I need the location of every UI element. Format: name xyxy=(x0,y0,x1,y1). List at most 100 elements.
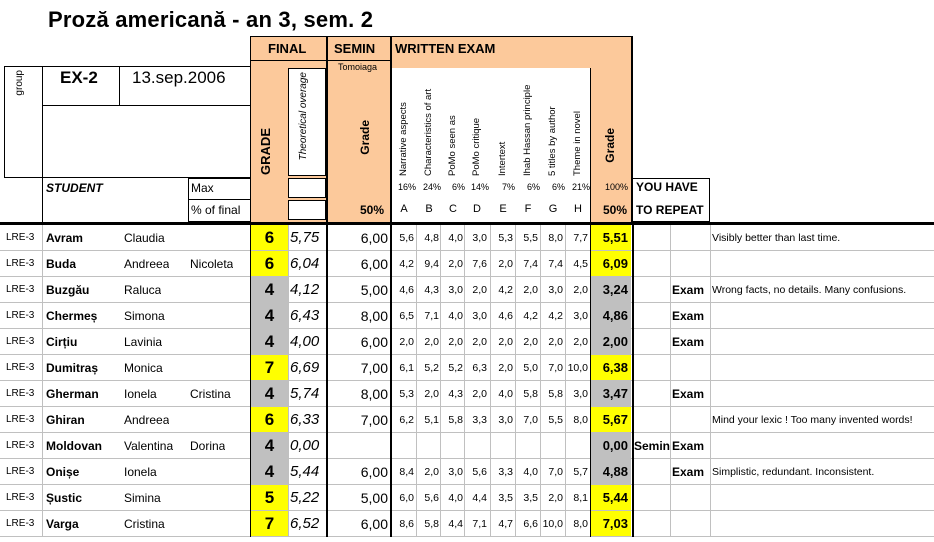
criterion-label: Intertext xyxy=(497,141,508,176)
written-grade-cell: 7,03 xyxy=(591,511,631,536)
semin-grade-cell: 6,00 xyxy=(360,464,388,480)
criterion-score-cell: 3,0 xyxy=(573,310,588,322)
column-gridline xyxy=(710,485,711,511)
criterion-score-cell: 10,0 xyxy=(567,362,588,374)
row-gridline xyxy=(0,536,934,537)
criterion-score-cell: 4,4 xyxy=(472,492,487,504)
repeat-exam-cell: Exam xyxy=(672,387,705,401)
criterion-score-cell: 4,5 xyxy=(573,258,588,270)
date-box xyxy=(120,66,250,106)
repeat-line2: TO REPEAT xyxy=(636,203,704,217)
criterion-score-cell: 7,4 xyxy=(548,258,563,270)
criterion-score-cell: 3,5 xyxy=(498,492,513,504)
table-row[interactable]: LRE-3 Dumitraș Monica 7 6,69 7,00 6,1 5,2 5,2 6,3… xyxy=(0,355,934,381)
column-gridline xyxy=(590,329,591,355)
column-gridline xyxy=(42,277,43,303)
written-grade-cell: 2,00 xyxy=(591,329,631,354)
table-row[interactable]: LRE-3 Șustic Simina 5 5,22 5,00 6,0 5,6 4,0 4,4 3,… xyxy=(0,485,934,511)
theoretical-cell: 6,43 xyxy=(290,307,320,324)
column-gridline xyxy=(464,485,465,511)
first-name-cell: Simina xyxy=(124,491,161,505)
column-gridline xyxy=(540,407,541,433)
column-gridline xyxy=(288,355,289,381)
middle-name-cell: Dorina xyxy=(190,439,226,453)
column-gridline xyxy=(710,511,711,537)
max-label: Max xyxy=(191,181,214,195)
criterion-score-cell: 3,0 xyxy=(448,284,463,296)
column-gridline xyxy=(288,251,289,277)
table-row[interactable]: LRE-3 Cirțiu Lavinia 4 4,00 6,00 2,0 2,0 2,0 2,0 2… xyxy=(0,329,934,355)
first-name-cell: Cristina xyxy=(124,517,165,531)
table-row[interactable]: LRE-3 Chermeș Simona 4 6,43 8,00 6,5 7,1 4,0 3,0 4… xyxy=(0,303,934,329)
column-gridline xyxy=(42,511,43,537)
semin-grade-cell: 6,00 xyxy=(360,516,388,532)
repeat-exam-cell: Exam xyxy=(672,283,705,297)
criterion-score-cell: 7,0 xyxy=(548,466,563,478)
column-gridline xyxy=(670,407,671,433)
column-gridline xyxy=(490,433,491,459)
table-row[interactable]: LRE-3 Buzgău Raluca 4 4,12 5,00 4,6 4,3 3,0 2,0 4,… xyxy=(0,277,934,303)
last-name-cell: Ghiran xyxy=(46,413,85,427)
first-name-cell: Lavinia xyxy=(124,335,163,349)
criterion-score-cell: 5,6 xyxy=(472,466,487,478)
column-gridline xyxy=(390,277,392,303)
semin-grade-cell: 7,00 xyxy=(360,360,388,376)
max-box xyxy=(188,178,250,200)
column-gridline xyxy=(515,407,516,433)
criterion-score-cell: 5,8 xyxy=(548,388,563,400)
criterion-score-cell: 2,0 xyxy=(472,336,487,348)
repeat-exam-cell: Exam xyxy=(672,309,705,323)
criterion-label: Narrative aspects xyxy=(398,102,409,176)
criterion-score-cell: 4,2 xyxy=(498,284,513,296)
column-gridline xyxy=(42,303,43,329)
table-row[interactable]: LRE-3 Onișe Ionela 4 5,44 6,00 8,4 2,0 3,0 5,6 3,3… xyxy=(0,459,934,485)
column-gridline xyxy=(632,407,634,433)
column-gridline xyxy=(490,355,491,381)
column-gridline xyxy=(632,459,634,485)
column-gridline xyxy=(390,511,392,537)
column-gridline xyxy=(590,355,591,381)
table-row[interactable]: LRE-3 Buda Andreea Nicoleta 6 6,04 6,00 4,2 9,4 2… xyxy=(0,251,934,277)
column-gridline xyxy=(540,459,541,485)
theoretical-cell: 6,33 xyxy=(290,411,320,428)
table-row[interactable]: LRE-3 Varga Cristina 7 6,52 6,00 8,6 5,8 4,4 7,1 4… xyxy=(0,511,934,537)
criterion-score-cell: 2,0 xyxy=(424,466,439,478)
column-gridline xyxy=(250,355,251,381)
table-row[interactable]: LRE-3 Moldovan Valentina Dorina 4 0,00 0,00 Sem… xyxy=(0,433,934,459)
column-gridline xyxy=(540,381,541,407)
column-gridline xyxy=(416,329,417,355)
criterion-score-cell: 8,0 xyxy=(548,232,563,244)
column-gridline xyxy=(416,303,417,329)
column-gridline xyxy=(288,511,289,537)
first-name-cell: Raluca xyxy=(124,283,162,297)
column-gridline xyxy=(326,485,328,511)
criterion-score-cell: 2,0 xyxy=(523,336,538,348)
criterion-score-cell: 5,7 xyxy=(573,466,588,478)
criterion-score-cell: 5,8 xyxy=(523,388,538,400)
table-row[interactable]: LRE-3 Avram Claudia 6 5,75 6,00 5,6 4,8 4,0 3,0 5,… xyxy=(0,225,934,251)
column-gridline xyxy=(390,355,392,381)
column-gridline xyxy=(710,407,711,433)
column-gridline xyxy=(250,277,251,303)
table-row[interactable]: LRE-3 Gherman Ionela Cristina 4 5,74 8,00 5,3 2,… xyxy=(0,381,934,407)
column-gridline xyxy=(288,329,289,355)
column-gridline xyxy=(288,303,289,329)
column-gridline xyxy=(416,225,417,251)
row-gridline xyxy=(0,432,934,433)
column-gridline xyxy=(670,433,671,459)
middle-name-cell: Cristina xyxy=(190,387,231,401)
written-grade-cell: 6,38 xyxy=(591,355,631,380)
exam-date: 13.sep.2006 xyxy=(132,68,226,87)
column-gridline xyxy=(540,303,541,329)
column-gridline xyxy=(632,251,634,277)
repeat-exam-cell: Exam xyxy=(672,335,705,349)
criterion-score-cell: 5,8 xyxy=(448,414,463,426)
column-gridline xyxy=(515,433,516,459)
group-cell: LRE-3 xyxy=(6,310,35,321)
semin-grade-cell: 8,00 xyxy=(360,386,388,402)
criterion-letter: C xyxy=(449,203,457,215)
criterion-score-cell: 5,6 xyxy=(424,492,439,504)
column-gridline xyxy=(710,329,711,355)
written-grade-band xyxy=(590,68,632,222)
table-row[interactable]: LRE-3 Ghiran Andreea 6 6,33 7,00 6,2 5,1 5,8 3,3 3… xyxy=(0,407,934,433)
